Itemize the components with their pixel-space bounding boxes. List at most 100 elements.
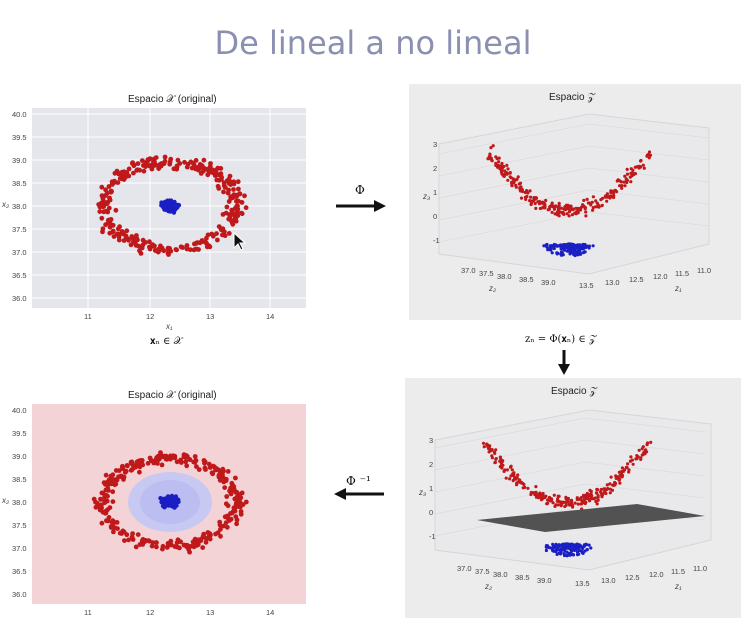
red-point	[506, 167, 510, 171]
z-tick-label: 2	[433, 164, 438, 173]
red-point	[107, 230, 113, 236]
red-point	[582, 198, 586, 202]
red-point	[99, 502, 104, 508]
blue-point	[565, 554, 569, 558]
red-point	[641, 163, 645, 167]
red-point	[199, 163, 205, 169]
red-point	[174, 540, 180, 545]
red-point	[210, 463, 216, 469]
red-point	[99, 520, 105, 526]
blue-point	[585, 548, 589, 552]
red-point	[642, 166, 646, 170]
red-point	[591, 206, 595, 210]
red-point	[605, 483, 609, 487]
blue-point	[565, 542, 569, 546]
y-axis-label: z₂	[489, 284, 497, 293]
axis-tick-label: 12.5	[625, 573, 640, 582]
blue-point	[562, 552, 566, 556]
red-point	[105, 507, 110, 513]
red-point	[618, 179, 622, 183]
red-point	[108, 525, 114, 530]
red-point	[124, 228, 130, 234]
blue-point	[587, 246, 591, 250]
y-tick-label: 40.0	[12, 110, 27, 119]
axis-tick-label: 38.0	[493, 570, 508, 579]
red-point	[562, 207, 566, 211]
red-point	[159, 462, 165, 468]
z-tick-label: -1	[433, 236, 440, 245]
red-point	[145, 460, 151, 466]
red-point	[104, 493, 109, 498]
red-point	[231, 187, 236, 192]
blue-point	[579, 245, 583, 249]
red-point	[645, 153, 649, 157]
red-point	[218, 166, 224, 171]
red-point	[618, 184, 622, 188]
blue-point	[571, 250, 575, 254]
red-point	[131, 162, 137, 168]
red-point	[519, 185, 523, 189]
red-point	[134, 236, 140, 242]
red-point	[106, 515, 112, 520]
slide-title: De lineal a no lineal	[214, 24, 532, 62]
red-point	[131, 239, 136, 244]
red-point	[639, 456, 643, 460]
blue-point	[581, 247, 585, 251]
red-point	[500, 166, 504, 170]
red-point	[557, 499, 561, 504]
red-point	[227, 213, 233, 219]
red-point	[105, 479, 110, 485]
red-point	[177, 545, 182, 551]
red-point	[497, 160, 501, 164]
red-point	[550, 210, 554, 214]
red-point	[581, 493, 586, 497]
red-point	[234, 490, 240, 495]
blue-point	[572, 252, 576, 257]
red-point	[110, 222, 116, 228]
red-point	[594, 199, 598, 203]
blue-point	[174, 497, 179, 502]
blue-point	[583, 250, 587, 254]
red-point	[194, 464, 199, 469]
red-point	[110, 499, 116, 504]
blue-point	[545, 245, 549, 249]
red-point	[141, 538, 146, 544]
blue-point	[561, 545, 565, 549]
red-point	[553, 212, 557, 216]
red-point	[633, 165, 637, 169]
red-point	[223, 478, 229, 483]
axis-tick-label: 11.5	[671, 567, 686, 576]
red-point	[221, 189, 226, 195]
blue-point	[552, 246, 556, 250]
y-tick-label: 37.0	[12, 248, 27, 257]
red-point	[162, 453, 167, 459]
y-tick-label: 36.0	[12, 294, 27, 303]
red-point	[218, 533, 223, 539]
red-point	[515, 476, 519, 480]
red-point	[595, 502, 599, 506]
red-point	[193, 158, 199, 163]
axis-tick-label: 12.0	[649, 570, 664, 579]
red-point	[207, 164, 213, 169]
red-point	[523, 485, 527, 489]
red-point	[116, 474, 121, 480]
red-point	[106, 184, 112, 189]
x-tick-label: 14	[266, 312, 275, 321]
red-point	[557, 204, 561, 208]
red-point	[184, 543, 190, 548]
red-point	[239, 210, 244, 216]
x-tick-label: 11	[84, 312, 92, 321]
blue-point	[562, 247, 566, 251]
red-point	[117, 176, 123, 181]
red-point	[104, 518, 109, 524]
red-point	[552, 204, 556, 208]
y-tick-label: 36.0	[12, 590, 27, 599]
red-point	[219, 227, 224, 233]
y-tick-label: 36.5	[12, 271, 27, 280]
red-point	[509, 464, 513, 468]
red-point	[140, 237, 146, 243]
red-point	[99, 215, 105, 221]
red-point	[625, 180, 629, 184]
red-point	[182, 159, 187, 165]
panel-title: Espacio 𝒳 (original)	[128, 94, 217, 105]
